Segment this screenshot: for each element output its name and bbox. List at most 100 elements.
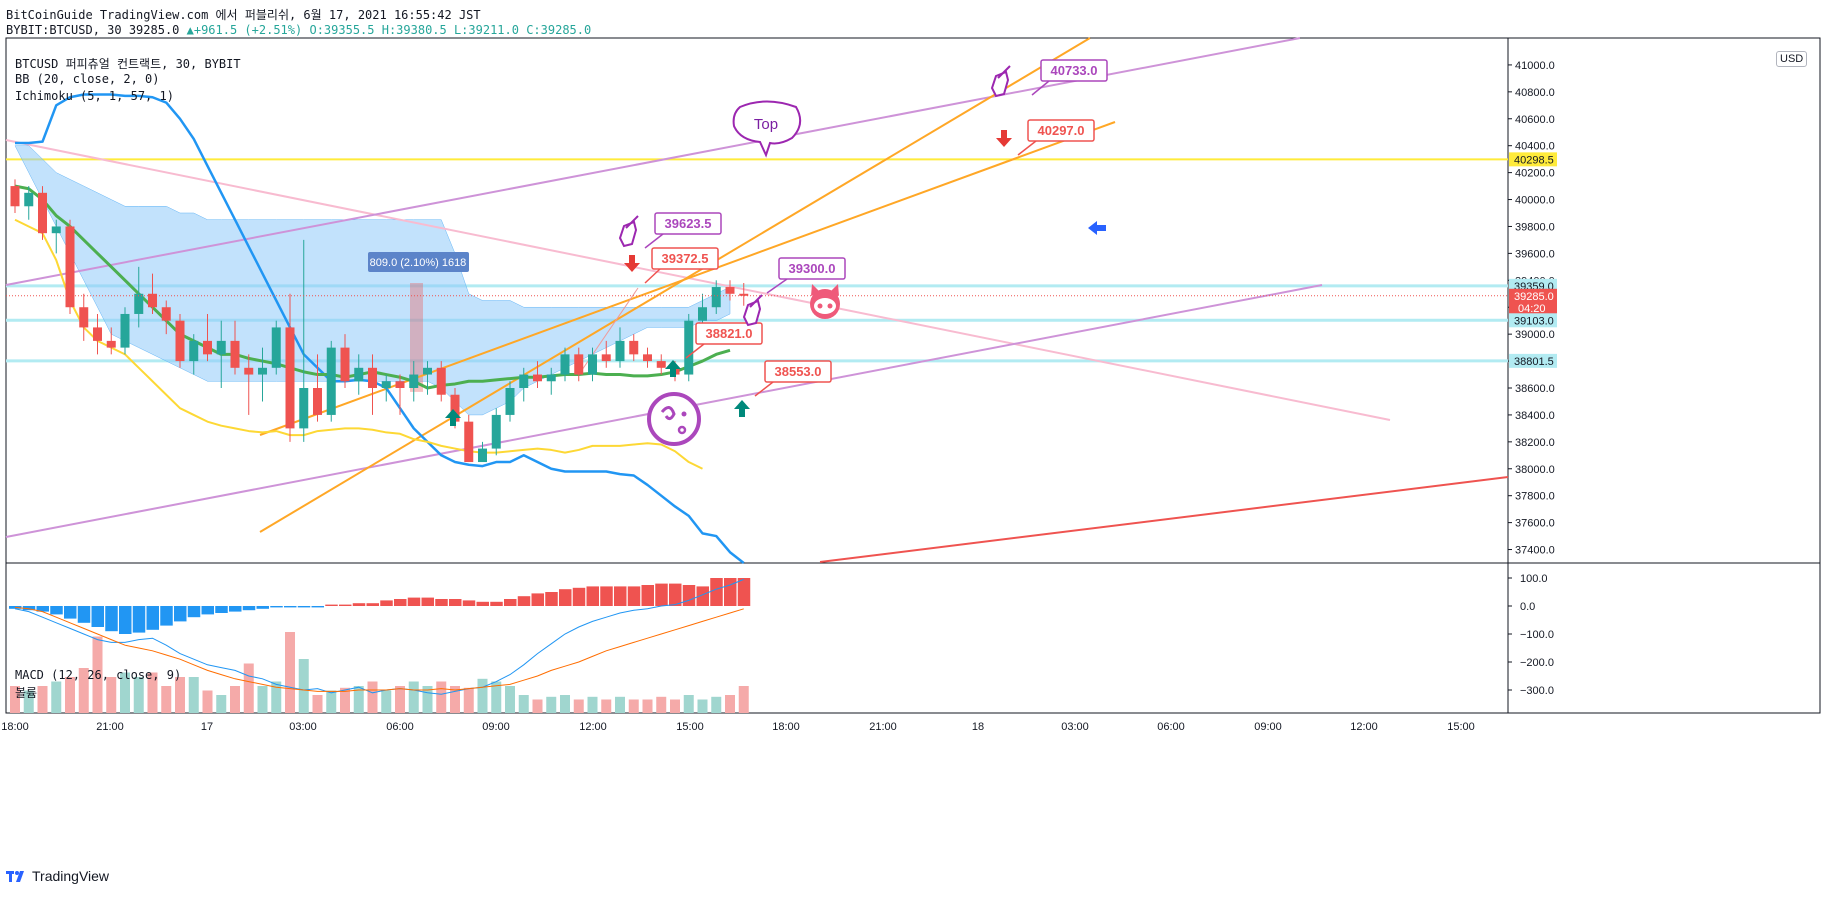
volume-bar <box>161 686 172 713</box>
candle-body <box>93 327 102 341</box>
candle-body <box>203 340 212 355</box>
candle-body <box>725 287 735 294</box>
dizzy-face-eye <box>660 406 676 421</box>
macd-histogram-bar <box>215 606 228 613</box>
candle-body <box>588 354 597 375</box>
legend-volume[interactable]: 볼륨 <box>15 686 38 700</box>
candle-body <box>24 192 34 207</box>
candle-body <box>505 388 515 415</box>
macd-histogram-bar <box>710 578 723 606</box>
macd-histogram-bar <box>669 583 682 606</box>
candle-body <box>161 307 171 321</box>
macd-histogram-bar <box>724 578 737 606</box>
legend-macd[interactable]: MACD (12, 26, close, 9) <box>15 668 182 682</box>
x-tick-label: 12:00 <box>1350 721 1378 733</box>
callout-label: 38553.0 <box>775 364 822 379</box>
callout-label: 39372.5 <box>662 251 709 266</box>
candle-body <box>313 388 322 415</box>
candle-body <box>409 374 419 388</box>
volume-bar <box>23 690 34 713</box>
legend-ichimoku[interactable]: Ichimoku (5, 1, 57, 1) <box>15 89 174 103</box>
pointing-hand-icon <box>742 299 762 327</box>
callout-label: 40297.0 <box>1038 123 1085 138</box>
macd-tick-label: 0.0 <box>1520 601 1535 613</box>
x-tick-label: 12:00 <box>579 721 607 733</box>
y-tick-label: 39800.0 <box>1515 221 1555 233</box>
y-tick-label: 40000.0 <box>1515 195 1555 207</box>
volume-bar <box>243 663 254 713</box>
price-axis-label-box <box>1509 313 1557 328</box>
callout-pointer <box>1017 140 1037 156</box>
macd-histogram-bar <box>284 606 297 608</box>
x-tick-label: 18:00 <box>772 721 800 733</box>
y-tick-label: 40800.0 <box>1515 87 1555 99</box>
callout-pointer <box>766 278 788 294</box>
macd-histogram-bar <box>696 586 709 606</box>
candle-body <box>230 340 240 368</box>
tradingview-icon <box>6 871 24 882</box>
octocat-face <box>814 298 836 314</box>
volume-bar <box>642 699 653 713</box>
callout-box <box>651 247 719 270</box>
macd-histogram-bar <box>242 606 256 611</box>
candle-body <box>340 347 350 382</box>
macd-tick-label: −200.0 <box>1520 657 1554 669</box>
candle-body <box>615 340 625 362</box>
trend-line <box>259 37 1091 533</box>
pointing-hand-icon-finger <box>625 215 639 229</box>
price-axis-label: 40298.5 <box>1514 154 1554 166</box>
volume-bar <box>92 636 103 713</box>
volume-bar <box>51 681 62 713</box>
currency-badge[interactable]: USD <box>1776 51 1808 67</box>
callout-box <box>654 212 722 235</box>
candle-body <box>38 192 47 234</box>
x-tick-label: 03:00 <box>289 721 317 733</box>
octocat-eye <box>817 303 823 309</box>
macd-histogram-bar <box>187 606 201 618</box>
x-tick-label: 17 <box>201 721 213 733</box>
callout-pointer <box>685 343 705 359</box>
down-arrow-icon <box>996 130 1012 147</box>
candle-body <box>381 381 391 388</box>
macd-tick-label: −300.0 <box>1520 685 1554 697</box>
candle-body <box>271 327 281 368</box>
pointing-hand-icon <box>618 220 638 248</box>
volume-bar <box>491 681 502 713</box>
callout-label: 39300.0 <box>789 261 836 276</box>
x-tick-label: 09:00 <box>482 721 510 733</box>
price-change: +961.5 (+2.51%) <box>193 23 303 37</box>
callout-box <box>1027 119 1095 142</box>
macd-histogram-bar <box>297 606 311 608</box>
candle-body <box>65 226 75 308</box>
macd-histogram-bar <box>449 599 462 606</box>
price-axis-label: 39285.0 <box>1514 291 1554 303</box>
candle-body <box>120 313 130 348</box>
callout-pointer <box>754 381 774 397</box>
macd-histogram-bar <box>36 606 49 612</box>
macd-histogram-bar <box>614 586 627 606</box>
volume-bar <box>725 695 735 713</box>
callout-pointer <box>1031 80 1050 96</box>
x-tick-label: 03:00 <box>1061 721 1089 733</box>
candle-body <box>148 293 157 308</box>
tradingview-logo[interactable]: TradingView <box>6 868 109 884</box>
macd-histogram-bar <box>50 606 63 615</box>
publish-line: BitCoinGuide TradingView.com 에서 퍼블리쉬, 6월… <box>6 8 481 22</box>
pointing-hand-icon-finger <box>749 294 763 308</box>
pointing-hand-icon-finger <box>997 65 1011 79</box>
legend-bb[interactable]: BB (20, close, 2, 0) <box>15 72 160 86</box>
volume-bar <box>188 677 199 713</box>
callout-pointer <box>644 268 661 284</box>
volume-bar <box>738 686 749 713</box>
candle-body <box>423 367 432 375</box>
macd-histogram-bar <box>394 599 407 606</box>
volume-bar <box>395 686 405 713</box>
legend-symbol[interactable]: BTCUSD 퍼피츄얼 컨트랙트, 30, BYBIT <box>15 57 241 71</box>
macd-histogram-bar <box>627 586 641 606</box>
volume-bar <box>37 686 48 713</box>
macd-histogram-bar <box>517 596 531 606</box>
trend-line <box>5 139 1391 421</box>
macd-histogram-bar <box>641 585 654 606</box>
volume-bar <box>477 678 488 713</box>
